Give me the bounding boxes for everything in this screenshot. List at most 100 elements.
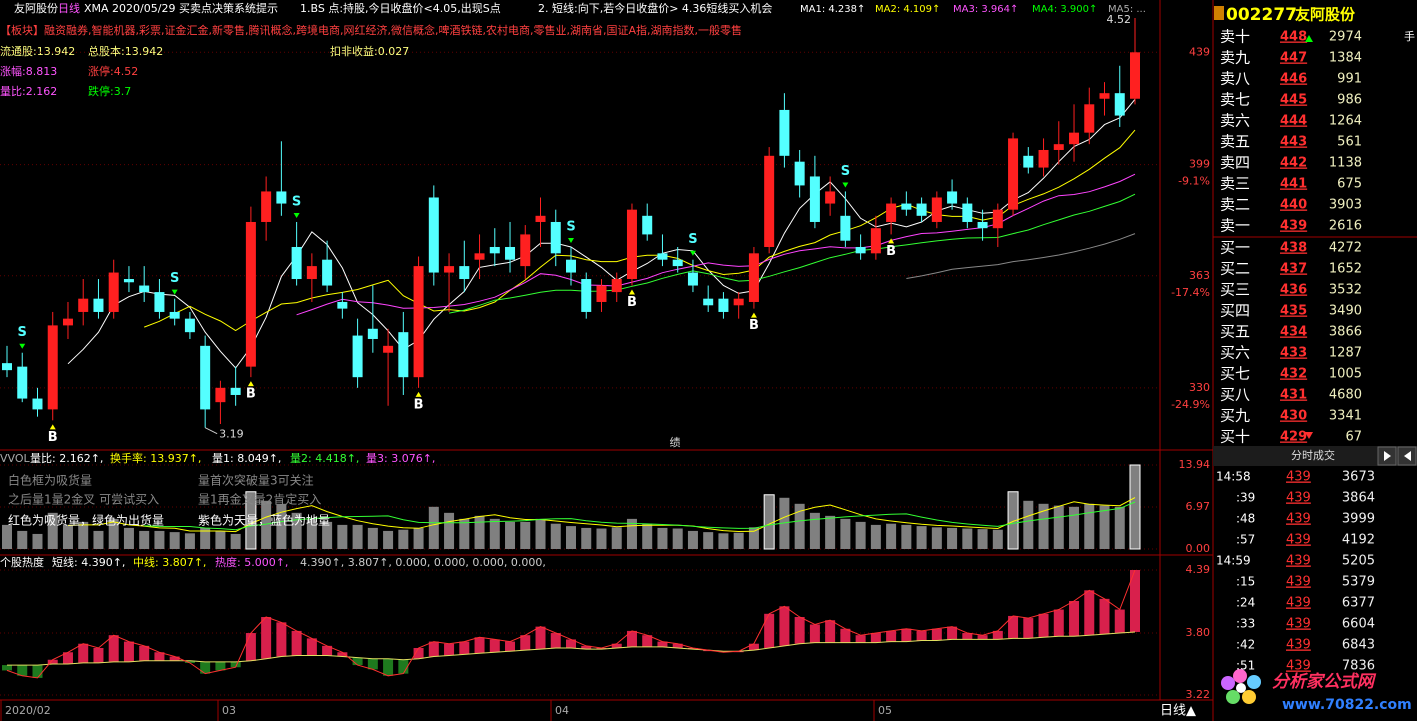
panel-stat: 4.390↑, 3.807↑, 0.000, 0.000, 0.000, 0.0… (300, 556, 546, 569)
heat-bar (215, 661, 226, 671)
book-level: 卖六 (1220, 112, 1250, 130)
candle-body (200, 345, 211, 410)
sell-signal: S (841, 164, 850, 179)
signal-arrow (689, 250, 696, 256)
candle-body (383, 345, 394, 353)
candle-body (322, 259, 333, 286)
candle-body (916, 203, 927, 216)
heat-bar (611, 643, 622, 648)
volume-bar (962, 528, 973, 549)
trade-price: 439 (1286, 533, 1311, 548)
pointer-line (204, 427, 218, 435)
r-badge (1214, 6, 1224, 20)
period-button[interactable] (1160, 702, 1212, 720)
candle-body (550, 221, 561, 254)
candle-body (809, 176, 820, 222)
panel-stat: 量2: 4.418↑, (290, 452, 359, 465)
sell-signal: S (292, 194, 301, 209)
candle-body (947, 191, 958, 204)
volume-bar (184, 533, 195, 549)
heat-bar (261, 617, 272, 659)
volume-bar (1007, 491, 1019, 550)
heat-bar (62, 652, 73, 665)
volume-bar (642, 523, 653, 549)
panel-stat: 量1: 8.049↑, (212, 452, 281, 465)
volume-bar (93, 530, 104, 549)
sector-line: 【板块】融资融券,智能机器,彩票,证金汇金,新零售,腾讯概念,跨境电商,网红经济… (0, 23, 742, 37)
label: 跌停:3.7 (88, 84, 131, 98)
volume-bar (1114, 506, 1125, 549)
book-volume: 1005 (1329, 367, 1362, 382)
buy-signal: B (48, 430, 58, 445)
label: 友阿股份 (14, 1, 58, 15)
book-level: 卖八 (1220, 70, 1250, 88)
book-level: 买三 (1220, 281, 1250, 299)
book-level: 买二 (1220, 260, 1250, 278)
candle-body (428, 197, 439, 273)
candle-body (840, 215, 851, 241)
candle-body (566, 259, 576, 273)
signal-arrow (171, 289, 178, 295)
candle-body (1099, 93, 1110, 99)
volume-bar (672, 528, 683, 549)
heat-bar (718, 651, 729, 653)
y-tick-label: 3.22 (1186, 688, 1211, 701)
book-price: 448 (1280, 30, 1307, 45)
heat-bar (1069, 600, 1080, 637)
candle-body (611, 279, 622, 293)
volume-bar (367, 527, 378, 549)
sell-signal: S (18, 325, 27, 340)
volume-bar (1053, 505, 1064, 549)
volume-bar (825, 515, 836, 549)
candle-body (687, 272, 698, 286)
heat-bar (322, 645, 333, 656)
book-level: 卖七 (1220, 91, 1250, 109)
book-level: 买五 (1220, 323, 1250, 341)
book-level: 买九 (1220, 407, 1250, 425)
heat-bar (992, 630, 1003, 640)
ma-line (67, 98, 1136, 369)
candle-body (1008, 138, 1019, 210)
trade-price: 439 (1286, 512, 1311, 527)
label: XMA 2020/05/29 买卖点决策系统提示 (84, 1, 278, 15)
y-tick-label: 363 (1189, 269, 1210, 282)
trade-price: 439 (1286, 659, 1311, 674)
heat-bar (17, 665, 28, 676)
y-tick-pct: -9.1% (1178, 175, 1210, 188)
book-level: 买七 (1220, 365, 1250, 383)
heat-bar (672, 643, 683, 648)
heat-bar (474, 637, 485, 654)
candle-body (17, 366, 28, 399)
book-level: 买六 (1220, 344, 1250, 362)
label: 日线 (58, 1, 80, 15)
volume-bar (200, 527, 211, 549)
volume-bar (337, 524, 348, 549)
candle-body (291, 246, 302, 280)
heat-bar (93, 647, 104, 663)
volume-bar (566, 526, 576, 549)
heat-bar (245, 633, 256, 661)
volume-bar (855, 521, 866, 549)
heat-bar (931, 628, 942, 641)
volume-bar (383, 530, 394, 549)
trade-price: 439 (1286, 638, 1311, 653)
book-volume: 1287 (1329, 346, 1362, 361)
heat-bar (947, 626, 958, 640)
candle-body (459, 266, 470, 280)
book-level: 卖九 (1220, 49, 1250, 67)
book-level: 卖四 (1220, 154, 1250, 172)
heat-bar (764, 613, 775, 648)
heat-bar (428, 641, 439, 657)
unit-label: 手 (1404, 29, 1415, 43)
note: 绩 (670, 436, 681, 449)
volume-bar (550, 523, 561, 549)
heat-bar (870, 633, 881, 643)
heat-bar (1099, 598, 1110, 635)
candle-body (1114, 93, 1125, 116)
y-tick-label: 330 (1189, 381, 1210, 394)
volume-ma-line (144, 501, 1136, 531)
book-price: 440 (1280, 198, 1307, 213)
heat-bar (886, 630, 897, 642)
candle-body (505, 246, 516, 260)
